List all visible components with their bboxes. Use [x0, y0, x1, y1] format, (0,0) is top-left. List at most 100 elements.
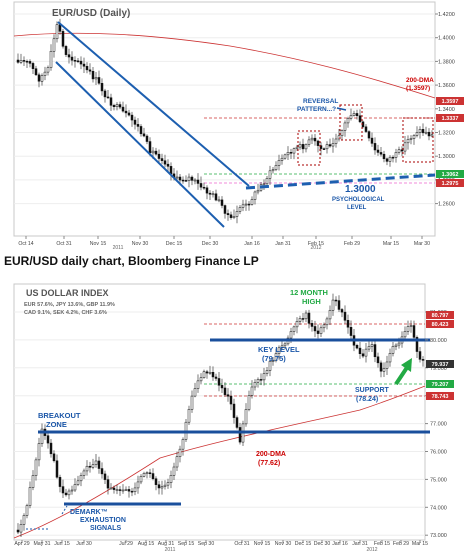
- candle-body: [139, 475, 143, 483]
- x-axis: Oct 14 Oct 31 Nov 15 Nov 30 Dec 15 Dec 30 Jan …: [18, 236, 430, 250]
- candle-body: [34, 459, 38, 476]
- candle-body: [169, 166, 173, 175]
- x-tick-label: Nov 15: [90, 241, 107, 247]
- price-badge-label: 1.3062: [442, 172, 459, 178]
- candle-body: [271, 169, 275, 172]
- plot-area: [13, 283, 426, 541]
- candle-body: [295, 146, 299, 149]
- candle-body: [151, 473, 155, 479]
- candle-body: [25, 60, 29, 63]
- candle-body: [178, 176, 182, 181]
- reversal-label-2: PATTERN...?: [297, 106, 336, 113]
- candle-body: [244, 409, 248, 425]
- candle-body: [175, 176, 179, 179]
- candles: [16, 293, 425, 538]
- x-year-label: 2011: [113, 245, 124, 250]
- candle-body: [115, 104, 119, 108]
- candle-body: [34, 68, 38, 76]
- chart-caption: EUR/USD daily chart, Bloomberg Finance L…: [4, 254, 259, 268]
- candle-body: [37, 443, 41, 461]
- candle-body: [292, 326, 296, 332]
- candle-body: [214, 376, 218, 379]
- candle-body: [382, 368, 386, 372]
- candle-body: [187, 176, 191, 181]
- candle-body: [22, 60, 26, 62]
- candle-body: [52, 453, 56, 462]
- candle-body: [100, 468, 104, 475]
- price-badge-label: 79.207: [432, 382, 449, 388]
- x-axis: Apr 29 May 31 Jun 15 Jun 30 Jul 29 Aug 15 Aug …: [14, 540, 428, 553]
- x-tick-label: Dec 15: [295, 541, 312, 547]
- eurusd-chart-panel: EUR/USD (Daily) 200-DMA (1.3597) REVERSA…: [0, 0, 465, 250]
- candle-body: [199, 183, 203, 188]
- candle-body: [64, 46, 68, 55]
- candle-body: [82, 470, 86, 476]
- candle-body: [334, 299, 338, 302]
- candle-body: [217, 199, 221, 202]
- candle-body: [361, 353, 365, 357]
- candle-body: [247, 203, 251, 206]
- price-badge-label: 78.743: [432, 394, 449, 400]
- candle-body: [154, 478, 158, 485]
- candle-body: [319, 145, 323, 149]
- candle-body: [196, 380, 200, 389]
- x-tick-label: Feb 29: [393, 541, 409, 547]
- price-badge: [426, 380, 454, 388]
- candle-body: [154, 150, 158, 155]
- candle-body: [379, 152, 383, 155]
- candle-body: [211, 193, 215, 196]
- candle-body: [97, 460, 101, 469]
- candle-body: [220, 199, 224, 206]
- candle-body: [385, 158, 389, 162]
- y-tick-label: 1.3600: [438, 83, 455, 89]
- candle-body: [28, 487, 32, 506]
- candle-body: [328, 144, 332, 147]
- x-tick-label: Jan 16: [332, 541, 348, 547]
- candle-body: [283, 154, 287, 159]
- x-tick-label: Nov 30: [275, 541, 292, 547]
- candle-body: [343, 311, 347, 321]
- candle-body: [199, 377, 203, 382]
- y-tick-label: 80.000: [430, 338, 447, 344]
- candle-body: [184, 180, 188, 182]
- candle-body: [367, 131, 371, 139]
- demark-label-3: SIGNALS: [90, 525, 121, 532]
- candle-body: [109, 487, 113, 490]
- candle-body: [67, 490, 71, 496]
- candle-body: [376, 356, 380, 364]
- candle-body: [289, 152, 293, 154]
- candle-body: [160, 158, 164, 161]
- candle-body: [124, 110, 128, 114]
- candle-body: [310, 137, 314, 141]
- psych-label-1: PSYCHOLOGICAL: [332, 197, 385, 203]
- candle-body: [136, 124, 140, 127]
- candle-body: [232, 403, 236, 418]
- candle-body: [166, 163, 170, 167]
- twelve-month-label-1: 12 MONTH: [290, 288, 328, 297]
- candle-body: [124, 489, 128, 491]
- candle-body: [193, 388, 197, 397]
- composition-line-2: CAD 9.1%, SEK 4.2%, CHF 3.6%: [24, 310, 107, 316]
- price-badges: 1.3597 1.3337 1.3062 1.2975: [436, 97, 464, 187]
- candle-body: [109, 97, 113, 106]
- candle-body: [106, 96, 110, 99]
- candle-body: [313, 137, 317, 142]
- x-tick-label: Aug 31: [158, 541, 175, 547]
- price-badge: [426, 392, 454, 400]
- candle-body: [346, 320, 350, 328]
- candle-body: [100, 83, 104, 92]
- candle-body: [208, 192, 212, 195]
- dma-label: 200-DMA: [406, 77, 434, 84]
- candle-body: [367, 346, 371, 350]
- candle-body: [175, 456, 179, 468]
- candle-body: [178, 448, 182, 457]
- candle-body: [208, 372, 212, 374]
- candle-body: [19, 524, 23, 533]
- x-tick-label: Jul 29: [119, 541, 133, 547]
- demark-label-1: DEMARK™: [70, 509, 108, 516]
- candle-body: [256, 379, 260, 383]
- candle-body: [163, 484, 167, 487]
- y-tick-label: 1.3400: [438, 107, 455, 113]
- candle-body: [403, 331, 407, 338]
- candle-body: [46, 67, 50, 73]
